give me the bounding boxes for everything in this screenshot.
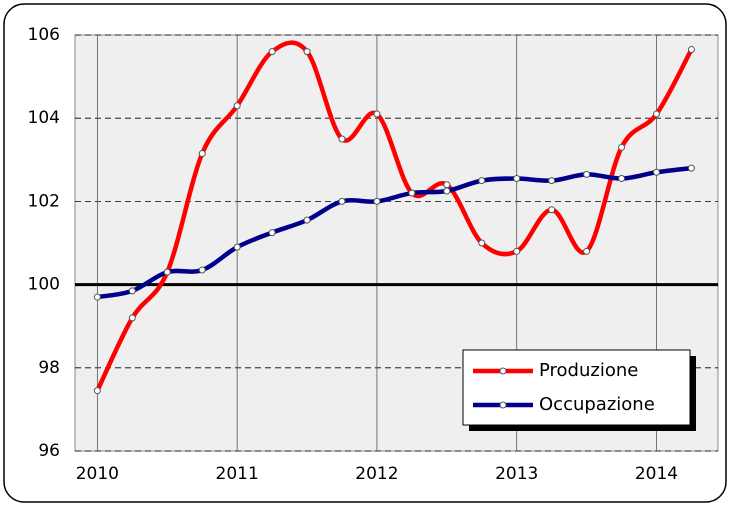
data-point bbox=[128, 314, 136, 322]
data-point bbox=[233, 102, 241, 110]
data-point bbox=[373, 197, 381, 205]
data-point bbox=[93, 293, 101, 301]
data-point bbox=[583, 170, 591, 178]
data-point bbox=[687, 46, 695, 54]
data-point bbox=[583, 247, 591, 255]
data-point bbox=[687, 164, 695, 172]
data-point bbox=[338, 197, 346, 205]
data-point bbox=[513, 247, 521, 255]
legend-marker bbox=[499, 401, 507, 409]
x-tick-label: 2012 bbox=[355, 464, 398, 484]
data-point bbox=[548, 177, 556, 185]
y-tick-label: 98 bbox=[38, 358, 60, 378]
data-point bbox=[303, 216, 311, 224]
data-point bbox=[618, 175, 626, 183]
data-point bbox=[303, 48, 311, 56]
data-point bbox=[373, 110, 381, 118]
data-point bbox=[268, 48, 276, 56]
legend-box bbox=[462, 349, 691, 426]
y-tick-label: 104 bbox=[28, 108, 60, 128]
data-point bbox=[198, 266, 206, 274]
lines bbox=[93, 40, 695, 395]
data-point bbox=[513, 175, 521, 183]
x-tick-label: 2014 bbox=[635, 464, 678, 484]
data-point bbox=[478, 177, 486, 185]
data-point bbox=[408, 189, 416, 197]
data-point bbox=[652, 168, 660, 176]
y-tick-label: 106 bbox=[28, 25, 60, 45]
data-point bbox=[338, 135, 346, 143]
legend: Produzione Occupazione bbox=[462, 349, 696, 431]
y-tick-label: 100 bbox=[28, 275, 60, 295]
data-point bbox=[548, 206, 556, 214]
legend-label: Occupazione bbox=[539, 394, 655, 415]
data-point bbox=[128, 287, 136, 295]
y-tick-label: 96 bbox=[38, 441, 60, 461]
legend-marker bbox=[499, 367, 507, 375]
data-point bbox=[163, 268, 171, 276]
data-point bbox=[93, 387, 101, 395]
legend-label: Produzione bbox=[539, 360, 638, 381]
data-point bbox=[618, 143, 626, 151]
data-point bbox=[443, 187, 451, 195]
x-tick-label: 2011 bbox=[216, 464, 259, 484]
series-line bbox=[95, 40, 694, 392]
x-tick-label: 2010 bbox=[76, 464, 119, 484]
data-point bbox=[233, 243, 241, 251]
y-tick-label: 102 bbox=[28, 191, 60, 211]
data-point bbox=[268, 229, 276, 237]
data-point bbox=[443, 181, 451, 189]
x-tick-label: 2013 bbox=[495, 464, 538, 484]
data-point bbox=[478, 239, 486, 247]
data-point bbox=[652, 110, 660, 118]
data-point bbox=[198, 150, 206, 158]
